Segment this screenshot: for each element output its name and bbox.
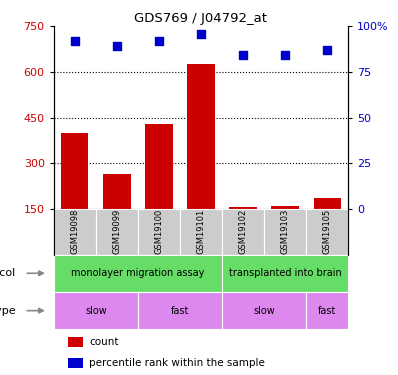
Bar (68, 337, 83, 346)
Text: fast: fast (318, 306, 336, 316)
Bar (103, 174, 131, 209)
Text: percentile rank within the sample: percentile rank within the sample (89, 358, 265, 368)
Bar (54, 255, 222, 292)
Bar (187, 64, 215, 209)
Bar (306, 209, 348, 255)
Bar (138, 209, 180, 255)
Point (282, 53, 288, 58)
Text: slow: slow (85, 306, 107, 316)
Text: GSM19098: GSM19098 (70, 209, 79, 255)
Point (198, 30, 204, 36)
Point (324, 47, 330, 53)
Bar (264, 209, 306, 255)
Text: transplanted into brain: transplanted into brain (229, 268, 341, 278)
Bar (229, 207, 257, 209)
Bar (96, 209, 138, 255)
Point (72, 38, 78, 44)
Text: slow: slow (253, 306, 275, 316)
Bar (314, 198, 341, 209)
Bar (68, 358, 83, 368)
Point (156, 38, 162, 44)
Point (114, 44, 120, 50)
Text: count: count (89, 337, 119, 346)
Bar (180, 209, 222, 255)
Text: GSM19101: GSM19101 (197, 209, 205, 254)
Bar (222, 209, 264, 255)
Bar (222, 255, 348, 292)
Text: GSM19103: GSM19103 (281, 209, 290, 255)
Text: cell type: cell type (0, 306, 16, 316)
Text: fast: fast (171, 306, 189, 316)
Text: GSM19105: GSM19105 (323, 209, 332, 254)
Text: GSM19099: GSM19099 (112, 209, 121, 254)
Text: monolayer migration assay: monolayer migration assay (71, 268, 205, 278)
Text: GSM19102: GSM19102 (238, 209, 248, 254)
Bar (222, 292, 306, 329)
Point (240, 53, 246, 58)
Title: GDS769 / J04792_at: GDS769 / J04792_at (135, 12, 267, 25)
Bar (145, 124, 173, 209)
Bar (54, 292, 138, 329)
Text: protocol: protocol (0, 268, 16, 278)
Text: GSM19100: GSM19100 (154, 209, 164, 254)
Bar (271, 207, 299, 209)
Bar (138, 292, 222, 329)
Bar (61, 133, 88, 209)
Bar (54, 209, 96, 255)
Bar (306, 292, 348, 329)
